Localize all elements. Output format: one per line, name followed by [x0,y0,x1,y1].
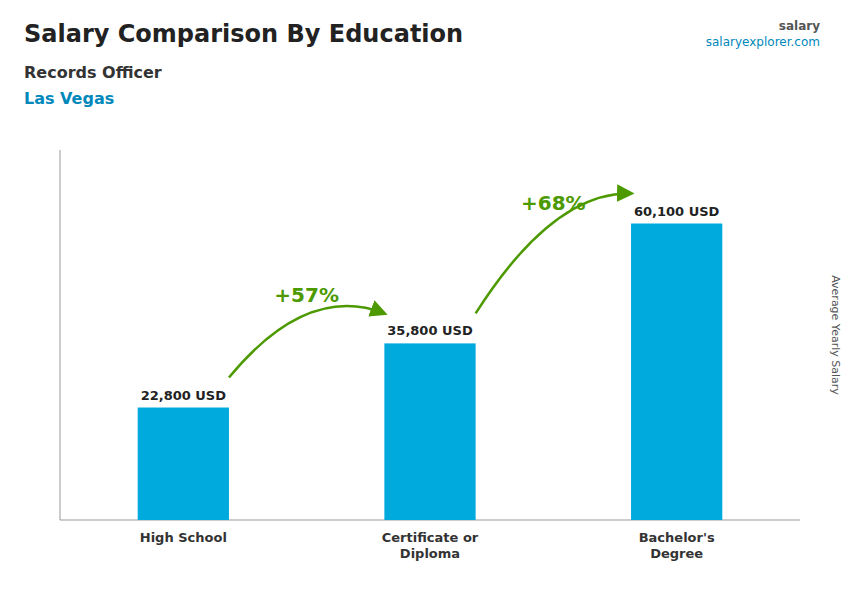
x-tick-label-line: Certificate or [382,530,479,545]
bars [138,224,723,520]
bar [384,343,475,520]
x-tick-label-line: High School [140,530,227,545]
x-tick-label: High School [140,530,227,545]
x-tick-label-line: Diploma [400,546,460,561]
watermark: salaryexplorer.com [706,35,820,49]
data-label: 35,800 USD [387,323,473,338]
x-tick-label-line: Bachelor's [639,530,715,545]
change-label: +68% [521,191,586,215]
y-axis-label: Average Yearly Salary [829,275,842,395]
title: Salary Comparison By Education [24,20,463,48]
subtitle: Las Vegas [24,89,114,108]
change-label: +57% [274,283,339,307]
data-label: 60,100 USD [634,204,720,219]
x-tick-label-line: Degree [650,546,703,561]
bar [631,224,722,520]
x-tick-label: Bachelor'sDegree [639,530,715,561]
data-label: 22,800 USD [141,388,227,403]
x-tick-label: Certificate orDiploma [382,530,479,561]
watermark: salary [779,19,820,33]
change-arrow [229,306,384,377]
chart: Salary Comparison By Education Records Of… [0,0,850,606]
y-axis-line [60,150,61,520]
subtitle: Records Officer [24,63,162,82]
bar [138,408,229,520]
